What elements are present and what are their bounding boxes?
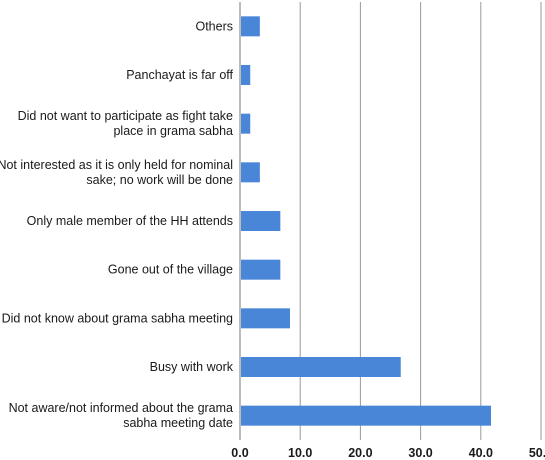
x-tick-label: 20.0 [348,446,372,460]
bar [241,211,281,231]
category-label: Did not want to participate as fight tak… [18,109,233,123]
x-tick-label: 10.0 [288,446,312,460]
bar [241,405,492,426]
category-label: Gone out of the village [108,263,233,277]
category-label: place in grama sabha [113,124,233,138]
bar [241,162,260,183]
category-label: sake; no work will be done [86,173,233,187]
x-tick-label: 30.0 [408,446,432,460]
category-label: Only male member of the HH attends [27,214,233,228]
bar [241,259,281,280]
bar [241,113,251,134]
bar [241,16,260,37]
gridlines [239,2,542,440]
bars [241,16,492,426]
x-tick-label: 40.0 [469,446,493,460]
category-label: Did not know about grama sabha meeting [2,311,233,325]
category-labels: Others Panchayat is far off Did not want t… [0,19,234,430]
category-label: Not interested as it is only held for no… [0,158,233,172]
bar [241,308,290,329]
bar [241,65,251,85]
category-label: Not aware/not informed about the grama [9,401,233,415]
category-label: sabha meeting date [123,416,233,430]
category-label: Busy with work [150,360,234,374]
x-tick-labels: 0.0 10.0 20.0 30.0 40.0 50.0 [231,446,545,460]
x-tick-label: 50.0 [529,446,545,460]
x-tick-label: 0.0 [231,446,248,460]
category-label: Others [195,19,233,33]
bar [241,357,401,377]
category-label: Panchayat is far off [126,68,233,82]
